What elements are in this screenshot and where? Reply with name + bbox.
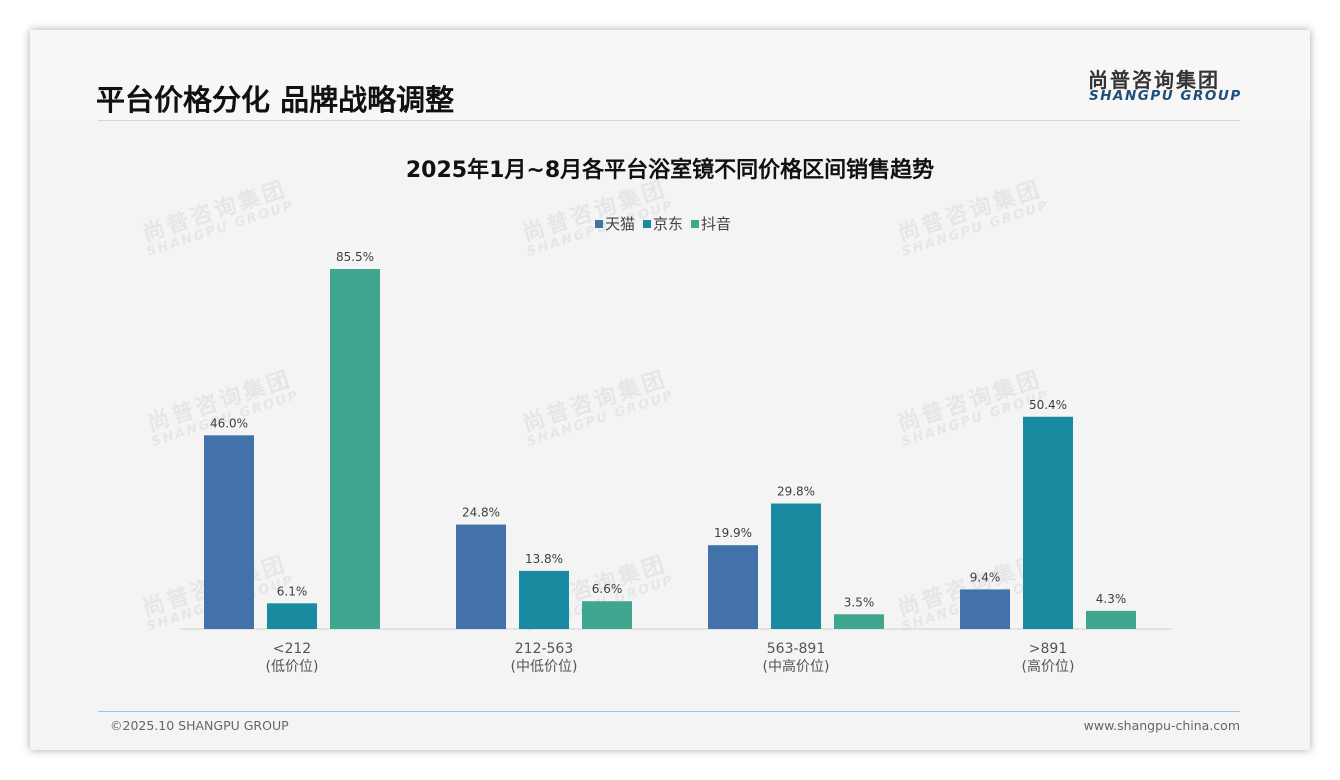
bar-京东 [519,570,569,629]
bar-抖音 [1086,610,1136,629]
chart-title: 2025年1月~8月各平台浴室镜不同价格区间销售趋势 [405,158,935,183]
chart-legend: 天猫 京东 抖音 [595,213,731,234]
header-divider [98,120,1240,121]
x-tick-label: <212 [273,641,311,657]
bar-chart: 46.0% 6.1% 85.5% <212 (低价位) 24.8% 13.8% 6.6% 212… [180,250,1172,675]
footer-website: www.shangpu-china.com [1083,718,1240,733]
footer-copyright: ©2025.10 SHANGPU GROUP [110,718,289,733]
bar-天猫 [960,589,1010,629]
bar-京东 [1023,416,1073,629]
page-title: 平台价格分化 品牌战略调整 [96,83,455,117]
legend-swatch [595,220,603,228]
data-label: 50.4% [1029,398,1067,412]
data-label: 24.8% [462,506,500,520]
logo-en: SHANGPU GROUP [1089,88,1242,104]
bar-抖音 [834,614,884,629]
bar-天猫 [204,435,254,629]
data-label: 85.5% [336,250,374,264]
slide: 平台价格分化 品牌战略调整 尚普咨询集团 SHANGPU GROUP 尚普咨询集… [30,30,1310,750]
legend-swatch [643,220,652,228]
data-label: 29.8% [777,485,815,499]
bar-京东 [771,503,821,629]
bar-天猫 [456,524,506,629]
x-tick-sublabel: (中高价位) [763,658,830,675]
x-tick-label: >891 [1029,641,1067,657]
data-label: 4.3% [1096,592,1127,606]
x-tick-sublabel: (低价位) [266,659,319,675]
header [30,30,1310,120]
legend-label: 天猫 [605,215,636,233]
bar-抖音 [330,269,380,629]
data-label: 9.4% [970,570,1001,584]
legend-item: 京东 [643,213,683,234]
x-tick-label: 563-891 [767,641,826,657]
legend-label: 京东 [653,215,684,233]
legend-label: 抖音 [701,215,732,233]
bar-天猫 [708,545,758,629]
legend-item: 天猫 [595,213,635,234]
bar-抖音 [582,601,632,629]
x-tick-sublabel: (中低价位) [511,659,578,675]
footer-divider [98,711,1240,712]
data-label: 6.1% [277,584,308,598]
data-label: 13.8% [525,552,563,566]
logo-cn: 尚普咨询集团 [1088,68,1220,92]
bar-京东 [267,603,317,629]
data-label: 46.0% [210,416,248,430]
x-tick-label: 212-563 [515,641,574,657]
data-label: 19.9% [714,526,752,540]
data-label: 3.5% [844,595,875,609]
data-label: 6.6% [592,582,623,596]
legend-item: 抖音 [691,213,731,234]
x-tick-sublabel: (高价位) [1022,658,1075,675]
legend-swatch [691,220,700,228]
